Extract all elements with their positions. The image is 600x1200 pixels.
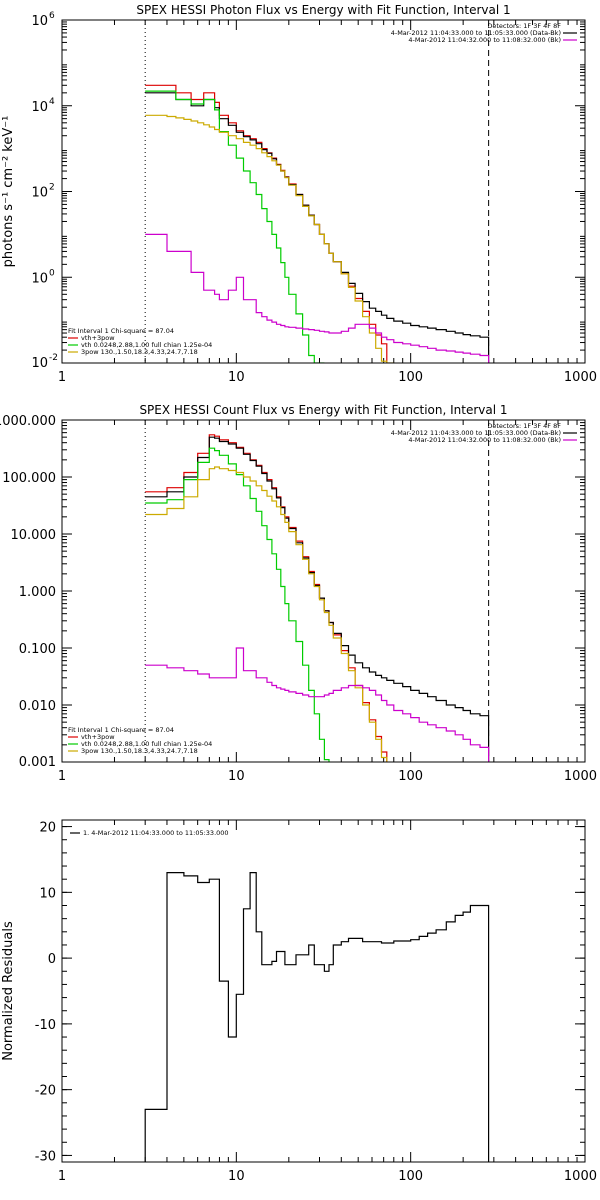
x-tick-label: 10 [228,769,245,784]
series-line-bk [145,647,490,762]
y-tick-label: 1.000 [19,585,56,600]
plot-frame [61,419,586,763]
legend-entry-label: 1. 4-Mar-2012 11:04:33.000 to 11:05:33.0… [83,829,229,837]
x-tick-label: 1000 [564,769,597,784]
x-tick-label: 1 [58,1169,66,1184]
series-line-bk [145,233,490,363]
legend-entry-label: 3pow 130.,1.50,18.3,4.33,24.7,7.18 [81,348,198,356]
y-tick-label: 10 [31,271,48,286]
y-tick-base: 10 [31,271,48,286]
y-tick-label: 1000.000 [0,414,56,429]
x-tick-label: 10 [228,1169,245,1184]
chart-title: SPEX HESSI Count Flux vs Energy with Fit… [139,403,507,417]
series-group [145,84,490,363]
legend-entry-label: vth 0.0248,2.88,1.00 full chian 1.25e-04 [81,341,212,349]
y-tick-label: 0.100 [19,642,56,657]
y-tick-exponent: 0 [49,268,55,278]
y-tick-label: 20 [39,821,56,836]
fit-interval-label: Fit Interval 1 Chi-square = 87.04 [68,726,174,734]
y-tick-label: 0.010 [19,699,56,714]
y-tick-label: 100.000 [2,471,56,486]
y-axis-label: Normalized Residuals [1,921,16,1061]
photon-flux-panel: SPEX HESSI Photon Flux vs Energy with Fi… [1,3,597,385]
x-tick-label: 100 [398,1169,423,1184]
legend-entry-label: 4-Mar-2012 11:04:32.000 to 11:08:32.000 … [408,36,561,44]
plot-frame [61,819,586,1163]
x-tick-label: 1 [58,370,66,385]
x-tick-label: 1000 [564,1169,597,1184]
x-tick-label: 10 [228,370,245,385]
x-tick-label: 1000 [564,370,597,385]
legend-entry-label: vth 0.0248,2.88,1.00 full chian 1.25e-04 [81,740,212,748]
y-tick-label: 10 [39,886,56,901]
legend-entry-label: 4-Mar-2012 11:04:32.000 to 11:08:32.000 … [408,436,561,444]
y-tick-exponent: 6 [49,11,55,21]
legend-entry-label: 4-Mar-2012 11:04:33.000 to 11:05:33.000 … [391,429,561,437]
legend-entry-label: vth+3pow [81,733,115,741]
y-tick-label: 10 [31,14,48,29]
y-tick-base: 10 [31,356,48,371]
y-tick-label: 10 [31,100,48,115]
detectors-label: Detectors: 1F 3F 4F 8F [487,22,561,30]
series-line-vth [145,90,325,363]
y-tick-base: 10 [31,186,48,201]
y-tick-exponent: -2 [49,353,58,363]
x-tick-label: 100 [398,370,423,385]
legend-entry-label: 4-Mar-2012 11:04:33.000 to 11:05:33.000 … [391,29,561,37]
y-tick-label: -20 [35,1084,56,1099]
y-tick-label: 10.000 [11,528,57,543]
y-tick-label: -10 [35,1018,56,1033]
x-tick-label: 1 [58,769,66,784]
series-line-3pow [145,466,388,762]
series-line-3pow [145,114,394,363]
series-group [145,434,490,762]
y-tick-label: 10 [31,356,48,371]
y-tick-base: 10 [31,14,48,29]
y-tick-label: -30 [35,1149,56,1164]
y-tick-base: 10 [31,100,48,115]
y-tick-label: 0 [48,952,56,967]
fit-interval-label: Fit Interval 1 Chi-square = 87.04 [68,327,174,335]
y-tick-exponent: 2 [49,183,55,193]
series-group [144,872,490,1162]
series-line-vth [145,447,330,762]
detectors-label: Detectors: 1F 3F 4F 8F [487,422,561,430]
plot-frame [61,19,586,364]
y-tick-label: 10 [31,186,48,201]
series-line-data-0 [144,872,490,1162]
count-flux-panel: SPEX HESSI Count Flux vs Energy with Fit… [0,403,597,784]
x-tick-label: 100 [398,769,423,784]
y-tick-label: 0.001 [19,755,56,770]
y-tick-exponent: 4 [49,97,55,107]
y-axis-label: photons s⁻¹ cm⁻² keV⁻¹ [1,116,16,268]
chart-title: SPEX HESSI Photon Flux vs Energy with Fi… [136,3,510,17]
legend-entry-label: 3pow 130.,1.50,18.3,4.33,24.7,7.18 [81,747,198,755]
legend-entry-label: vth+3pow [81,334,115,342]
